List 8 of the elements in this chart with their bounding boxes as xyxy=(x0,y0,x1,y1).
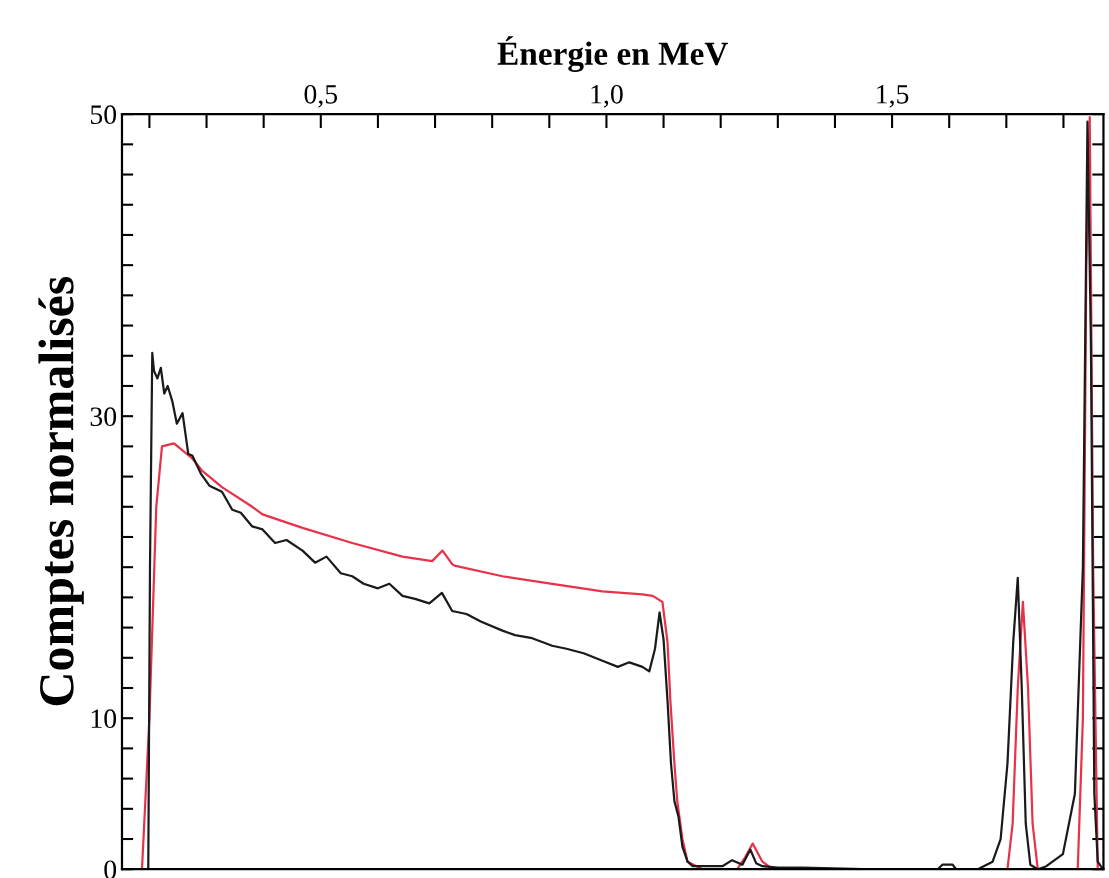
x-axis-title: Énergie en MeV xyxy=(497,36,729,72)
x-tick-label: 1,5 xyxy=(877,85,909,108)
y-tick-label: 50 xyxy=(90,105,117,125)
x-tick-label: 0,5 xyxy=(304,84,338,108)
y-axis-title: Comptes normalisés xyxy=(38,276,84,706)
y-tick-label: 10 xyxy=(91,709,117,729)
y-tick-label: 30 xyxy=(90,407,117,427)
x-tick-label: 1,0 xyxy=(591,84,623,108)
